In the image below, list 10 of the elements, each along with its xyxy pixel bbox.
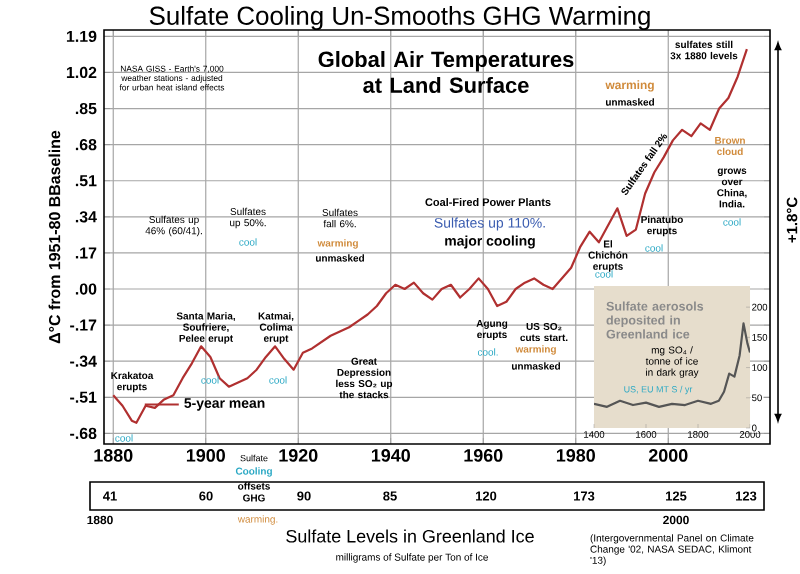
x-tick-label: 1920 bbox=[279, 449, 318, 462]
x-tick-label: 1980 bbox=[556, 449, 595, 462]
x-tick-label: 1960 bbox=[464, 449, 503, 462]
x-tick-label: 2000 bbox=[648, 449, 688, 462]
x-tick-label: 1880 bbox=[94, 449, 133, 462]
text: Sulfate Levels in Greenland Ice bbox=[286, 529, 534, 543]
chart-title: Sulfate Cooling Un-Smooths GHG Warming bbox=[149, 5, 650, 31]
x-tick-label: 1900 bbox=[186, 449, 225, 462]
text: Global Air Temperatures at Land Surface bbox=[318, 51, 574, 93]
x-tick-label: 1940 bbox=[371, 449, 410, 462]
